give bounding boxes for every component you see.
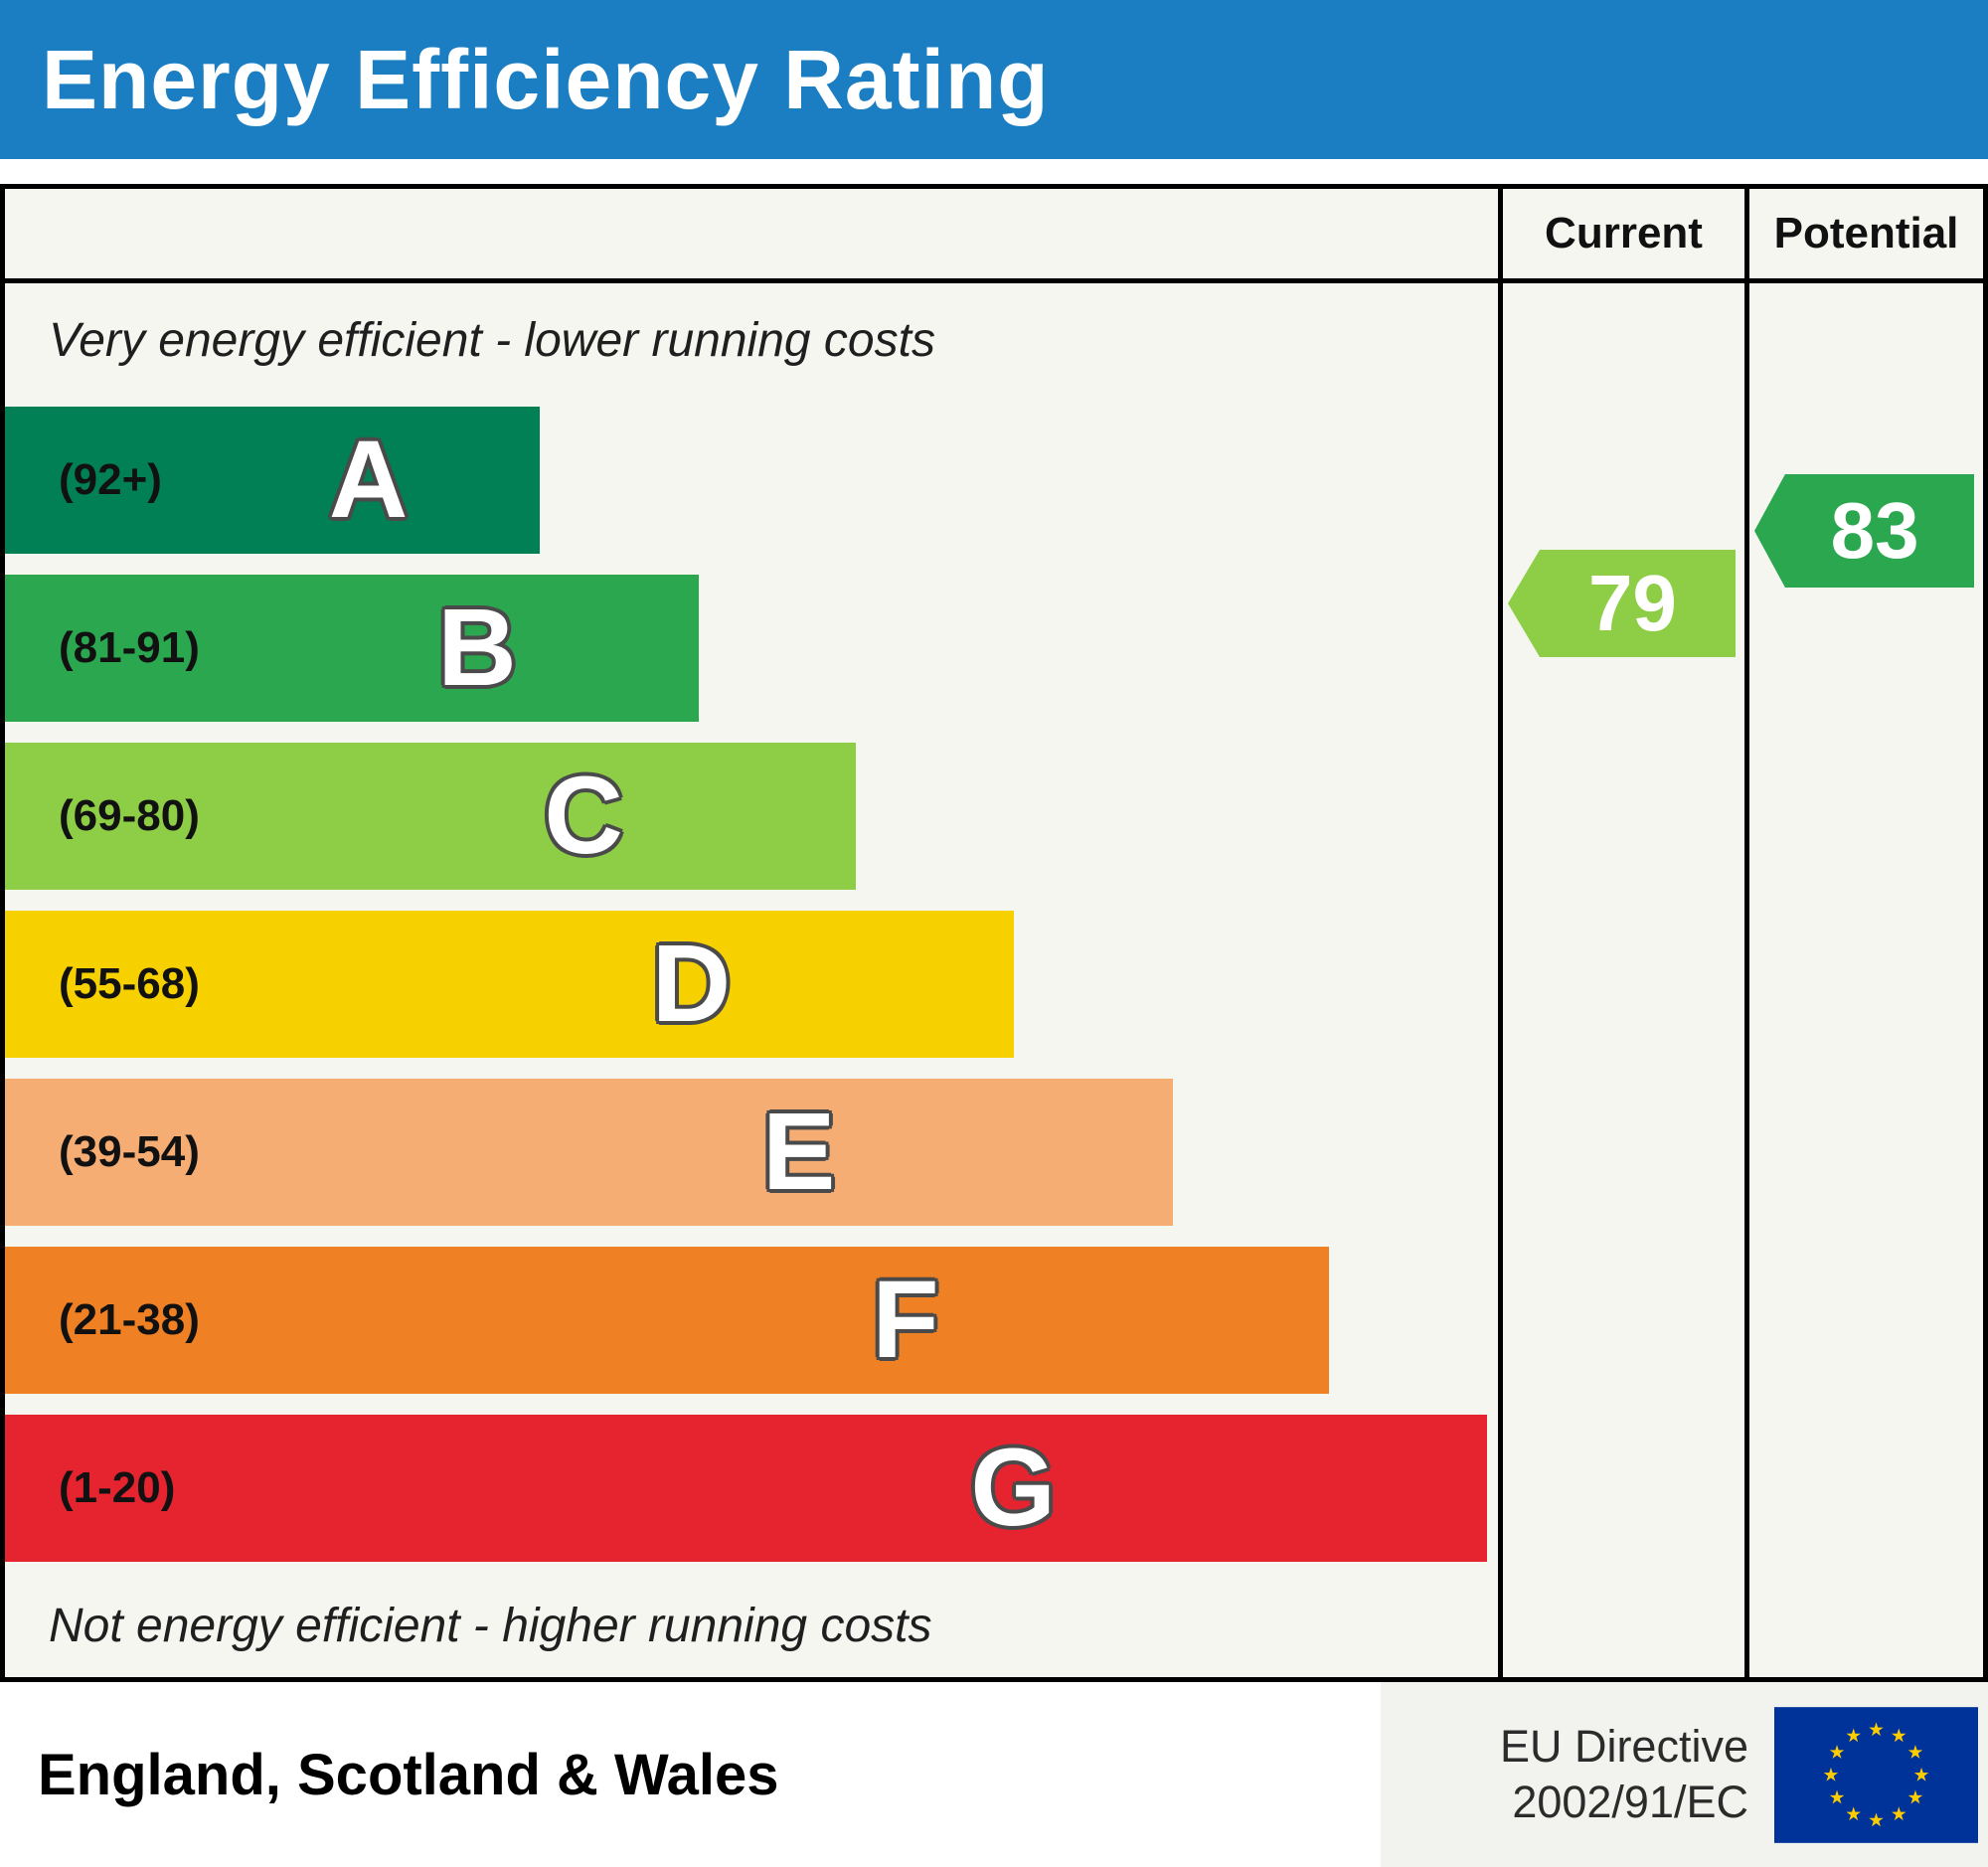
eu-directive-line-1: EU Directive [1499,1720,1748,1772]
bottom-note: Not energy efficient - higher running co… [49,1600,932,1652]
band-letter: F [872,1259,939,1381]
potential-column-label: Potential [1773,209,1959,257]
current-column-cell: 79 [1498,283,1744,1677]
band-range-label: (69-80) [59,791,200,840]
bands-panel: Very energy efficient - lower running co… [5,283,1498,1677]
band-range-label: (81-91) [59,623,200,672]
band-row-a: (92+) A [5,407,540,554]
band-row-c: (69-80) C [5,743,857,890]
bands-container: (92+) A (81-91) B (69-80) C (55-68) D (3… [5,407,1498,1562]
energy-efficiency-chart: Current Potential Very energy efficient … [0,184,1988,1682]
eu-directive-line-2: 2002/91/EC [1512,1777,1748,1827]
footer-spacer [779,1682,1381,1867]
potential-column-cell: 83 [1744,283,1983,1677]
eu-directive-label: EU Directive 2002/91/EC [1500,1719,1748,1831]
current-value: 79 [1587,559,1677,647]
band-letter: G [970,1427,1056,1549]
chart-spacer-cell [5,189,1498,283]
region-label: England, Scotland & Wales [38,1742,779,1807]
band-range-label: (21-38) [59,1295,200,1344]
band-range-label: (92+) [59,455,162,504]
band-range-label: (39-54) [59,1127,200,1176]
band-range-label: (55-68) [59,959,200,1008]
header-gap [0,159,1988,184]
band-letter: B [437,587,517,709]
band-letter: D [651,923,732,1045]
band-letter: A [328,419,409,541]
title-bar: Energy Efficiency Rating [0,0,1988,159]
footer-right: EU Directive 2002/91/EC [1380,1682,1988,1867]
potential-arrow: 83 [1754,474,1974,588]
band-row-b: (81-91) B [5,575,700,722]
band-row-f: (21-38) F [5,1247,1330,1394]
top-note: Very energy efficient - lower running co… [49,314,935,367]
band-row-e: (39-54) E [5,1079,1173,1226]
band-letter: C [544,755,623,877]
current-column-header: Current [1498,189,1744,283]
band-letter: E [762,1091,836,1213]
current-column-label: Current [1545,209,1703,257]
eu-flag-icon [1774,1706,1978,1843]
band-range-label: (1-20) [59,1463,176,1512]
footer: England, Scotland & Wales EU Directive 2… [0,1682,1988,1867]
potential-column-header: Potential [1744,189,1983,283]
page-title: Energy Efficiency Rating [42,32,1050,126]
current-arrow: 79 [1508,550,1736,657]
potential-value: 83 [1830,486,1919,575]
band-row-d: (55-68) D [5,911,1015,1058]
band-row-g: (1-20) G [5,1415,1488,1562]
